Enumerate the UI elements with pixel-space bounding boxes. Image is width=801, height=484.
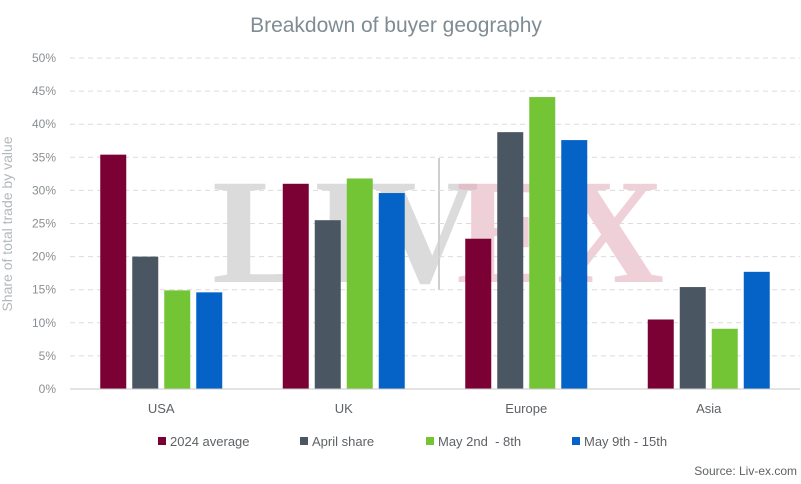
y-tick-label: 0% <box>39 382 57 396</box>
bar <box>679 287 706 389</box>
legend: 2024 average April share May 2nd - 8th May … <box>158 434 667 449</box>
x-category-label: Europe <box>505 401 547 416</box>
y-tick-label: 50% <box>32 51 56 65</box>
bar <box>465 238 492 389</box>
y-tick-label: 35% <box>32 150 56 164</box>
y-tick-label: 25% <box>32 217 56 231</box>
legend-label: May 2nd - 8th <box>438 434 521 449</box>
y-axis-label: Share of total trade by value <box>0 136 15 311</box>
y-tick-label: 45% <box>32 84 56 98</box>
bar <box>497 132 524 390</box>
bars <box>100 97 770 390</box>
bar <box>529 97 556 390</box>
x-axis-categories: USA UK Europe Asia <box>148 401 722 416</box>
legend-label: April share <box>312 434 374 449</box>
liv-ex-watermark: LIV EX <box>212 149 664 315</box>
bar <box>164 290 191 389</box>
bar <box>282 183 309 389</box>
bar <box>132 256 159 389</box>
watermark-liv: LIV <box>212 149 479 315</box>
legend-label: 2024 average <box>170 434 250 449</box>
bar <box>647 319 674 389</box>
bar <box>561 140 588 389</box>
legend-swatch <box>158 437 166 445</box>
bar <box>711 328 738 389</box>
y-tick-label: 10% <box>32 316 56 330</box>
legend-swatch <box>300 437 308 445</box>
y-axis-ticks: 0% 5% 10% 15% 20% 25% 30% 35% 40% 45% 50% <box>32 51 56 396</box>
x-category-label: USA <box>148 401 175 416</box>
bar <box>743 271 770 389</box>
y-tick-label: 15% <box>32 283 56 297</box>
x-category-label: UK <box>335 401 353 416</box>
x-category-label: Asia <box>696 401 722 416</box>
chart-title: Breakdown of buyer geography <box>250 14 542 37</box>
y-tick-label: 40% <box>32 117 56 131</box>
y-tick-label: 20% <box>32 250 56 264</box>
bar <box>100 154 127 389</box>
source-note: Source: Liv-ex.com <box>694 464 797 478</box>
gridlines <box>70 57 800 357</box>
bar <box>196 292 223 389</box>
bar <box>346 178 373 389</box>
legend-swatch <box>572 437 580 445</box>
legend-label: May 9th - 15th <box>584 434 667 449</box>
y-tick-label: 5% <box>39 349 57 363</box>
bar <box>378 193 405 389</box>
y-tick-label: 30% <box>32 183 56 197</box>
bar <box>314 220 341 389</box>
legend-swatch <box>426 437 434 445</box>
